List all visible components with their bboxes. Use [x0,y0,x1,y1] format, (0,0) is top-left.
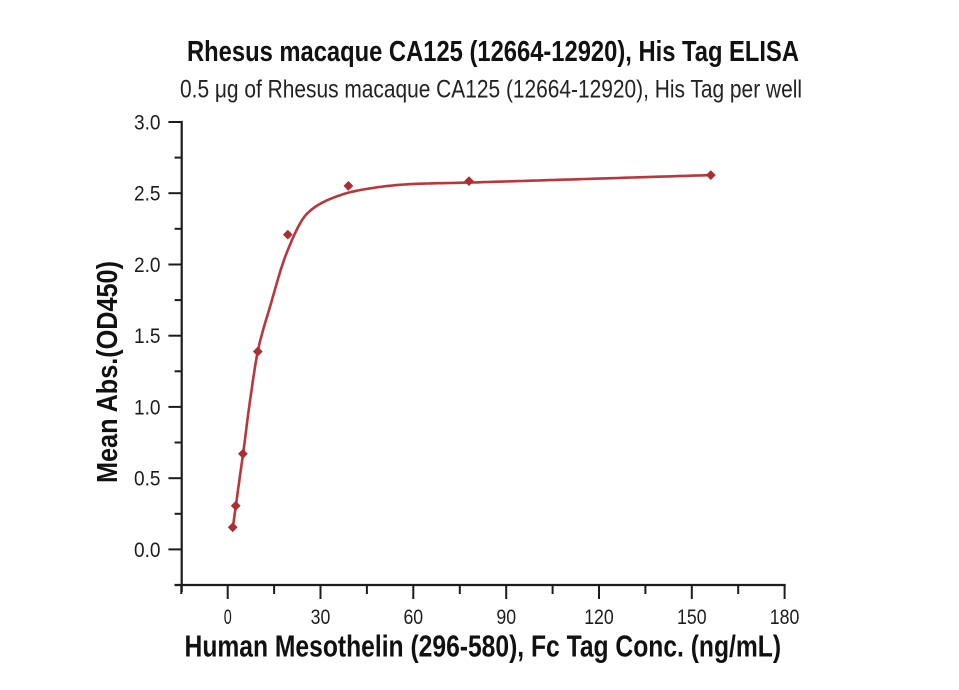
svg-text:0: 0 [224,606,232,629]
svg-text:180: 180 [770,606,800,629]
svg-text:Mean Abs.(OD450): Mean Abs.(OD450) [92,261,124,483]
svg-text:60: 60 [403,606,423,629]
svg-text:1.0: 1.0 [134,396,161,419]
svg-text:150: 150 [677,606,707,629]
svg-text:1.5: 1.5 [134,325,161,348]
svg-text:Human Mesothelin (296-580), Fc: Human Mesothelin (296-580), Fc Tag Conc.… [185,630,782,664]
svg-text:0.5 μg of Rhesus macaque CA125: 0.5 μg of Rhesus macaque CA125 (12664-12… [180,75,802,103]
svg-text:30: 30 [311,606,331,629]
svg-text:Rhesus macaque CA125 (12664-12: Rhesus macaque CA125 (12664-12920), His … [187,35,799,67]
svg-text:0.0: 0.0 [134,539,161,562]
svg-text:3.0: 3.0 [134,111,161,134]
svg-text:90: 90 [496,606,516,629]
svg-text:2.0: 2.0 [134,254,161,277]
svg-text:120: 120 [584,606,614,629]
svg-text:0.5: 0.5 [134,468,161,491]
svg-text:2.5: 2.5 [134,183,161,206]
